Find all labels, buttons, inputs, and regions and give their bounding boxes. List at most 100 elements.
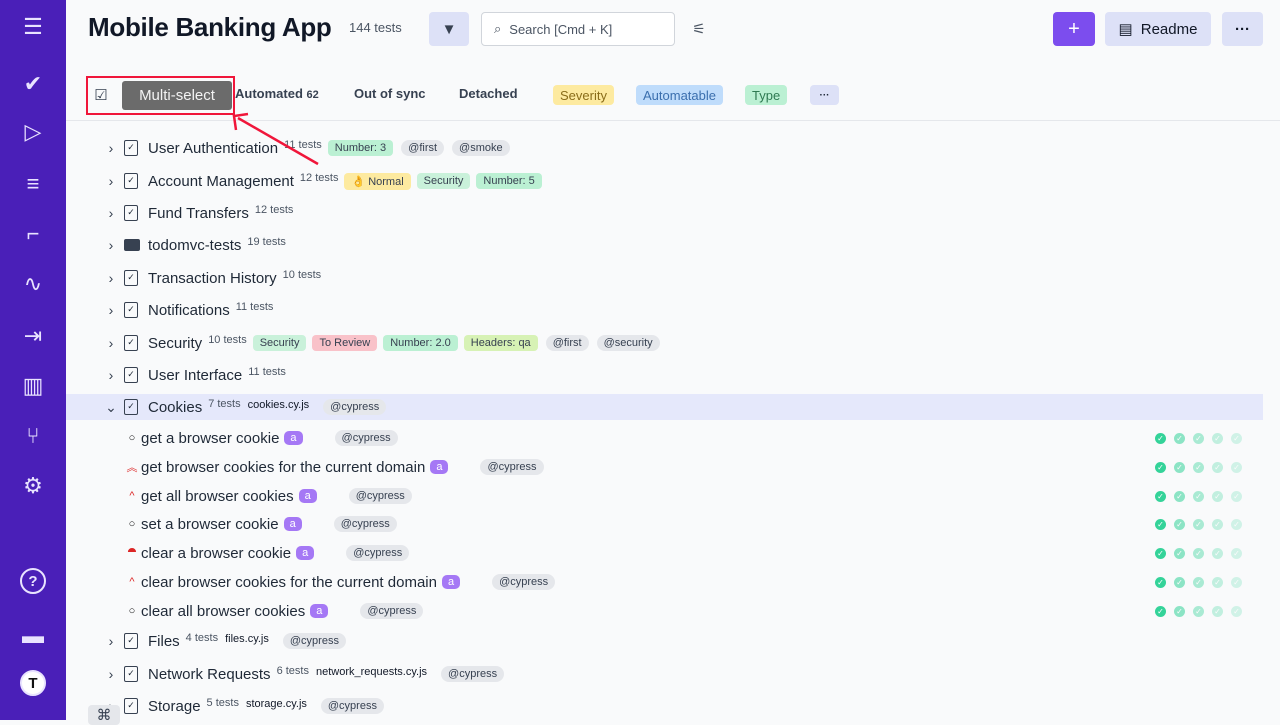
passed-check-icon[interactable]: ✓ [1231,605,1242,617]
label-tag[interactable]: To Review [312,335,378,351]
tag[interactable]: @cypress [282,633,346,649]
chevron-right-icon[interactable]: › [108,302,114,318]
passed-check-icon[interactable]: ✓ [1231,576,1242,588]
label-tag[interactable]: Security [252,335,307,351]
tag[interactable]: @cypress [320,698,384,714]
tab-out-of-sync[interactable]: Out of sync [354,86,426,101]
passed-check-icon[interactable]: ✓ [1212,518,1223,530]
suite-row[interactable]: › ✓ Network Requests 6 tests network_request… [66,661,1263,687]
passed-check-icon[interactable]: ✓ [1212,432,1223,444]
passed-check-icon[interactable]: ✓ [1212,461,1223,473]
folder-icon[interactable]: ▬ [22,623,44,648]
passed-check-icon[interactable]: ✓ [1155,490,1166,502]
passed-check-icon[interactable]: ✓ [1231,547,1242,559]
pulse-icon[interactable]: ∿ [23,271,43,296]
multi-select-icon[interactable]: ☑ [94,87,108,104]
tag[interactable]: @security [596,335,660,351]
command-icon[interactable]: ⌘ [88,705,120,725]
passed-check-icon[interactable]: ✓ [1193,432,1204,444]
suite-row[interactable]: › ✓ User Authentication 11 tests Number: 3 @f… [66,135,1263,161]
passed-check-icon[interactable]: ✓ [1174,518,1185,530]
tag[interactable]: @cypress [323,399,387,415]
tag[interactable]: @cypress [480,459,544,475]
passed-check-icon[interactable]: ✓ [1212,576,1223,588]
suite-row[interactable]: › ✓ Account Management 12 tests 👌 Normal Secu… [66,168,1263,194]
tag[interactable]: @cypress [348,488,412,504]
test-row[interactable]: ^ get all browser cookies a @cypress ✓ ✓ ✓ ✓ ✓ [66,483,1263,509]
import-icon[interactable]: ⇥ [23,323,43,348]
settings-sliders-icon[interactable]: ⚟ [692,21,706,38]
passed-check-icon[interactable]: ✓ [1231,518,1242,530]
tag[interactable]: @cypress [346,545,410,561]
tag[interactable]: @cypress [360,603,424,619]
play-icon[interactable]: ▷ [24,119,42,144]
chevron-right-icon[interactable]: › [108,140,114,156]
passed-check-icon[interactable]: ✓ [1155,605,1166,617]
chevron-right-icon[interactable]: › [108,270,114,286]
chevron-right-icon[interactable]: › [108,237,114,253]
passed-check-icon[interactable]: ✓ [1193,461,1204,473]
menu-icon[interactable]: ☰ [23,14,43,39]
passed-check-icon[interactable]: ✓ [1231,461,1242,473]
tag[interactable]: @cypress [441,666,505,682]
readme-button[interactable]: ▤ Readme [1105,12,1211,46]
label-tag[interactable]: 👌 Normal [344,172,411,190]
label-tag[interactable]: Number: 2.0 [383,335,458,351]
label-tag[interactable]: Security [416,173,471,189]
chevron-right-icon[interactable]: › [108,335,114,351]
chevron-right-icon[interactable]: › [108,367,114,383]
chevron-down-icon[interactable]: ⌄ [105,398,117,415]
passed-check-icon[interactable]: ✓ [1212,490,1223,502]
suite-row[interactable]: › ✓ Security 10 tests Security To Review Numbe… [66,330,1263,356]
tag[interactable]: @smoke [452,140,510,156]
chevron-right-icon[interactable]: › [108,666,114,682]
passed-check-icon[interactable]: ✓ [1231,432,1242,444]
chevron-right-icon[interactable]: › [108,633,114,649]
suite-row[interactable]: ⌄ ✓ Cookies 7 tests cookies.cy.js @cypress [66,394,1263,420]
list-check-icon[interactable]: ≡ [26,171,40,196]
chevron-right-icon[interactable]: › [108,205,114,221]
passed-check-icon[interactable]: ✓ [1212,605,1223,617]
tab-automated[interactable]: Automated 62 [235,86,319,101]
label-tag[interactable]: Number: 3 [327,140,394,156]
tag[interactable]: @first [545,335,589,351]
passed-check-icon[interactable]: ✓ [1155,432,1166,444]
more-button[interactable]: ··· [1222,12,1263,46]
steps-icon[interactable]: ⌐ [26,221,40,246]
tag[interactable]: @cypress [492,574,556,590]
label-tag[interactable]: Number: 5 [476,173,542,189]
passed-check-icon[interactable]: ✓ [1155,547,1166,559]
branch-icon[interactable]: ⑂ [26,423,40,448]
passed-check-icon[interactable]: ✓ [1231,490,1242,502]
passed-check-icon[interactable]: ✓ [1174,432,1185,444]
passed-check-icon[interactable]: ✓ [1193,547,1204,559]
test-row[interactable]: ○ get a browser cookie a @cypress ✓ ✓ ✓ ✓ ✓ [66,425,1263,451]
passed-check-icon[interactable]: ✓ [1174,490,1185,502]
chart-icon[interactable]: ▥ [22,373,44,398]
suite-row[interactable]: › todomvc-tests 19 tests [66,232,1263,258]
tag[interactable]: @first [401,140,445,156]
passed-check-icon[interactable]: ✓ [1193,605,1204,617]
suite-row[interactable]: › ✓ Files 4 tests files.cy.js @cypress [66,628,1263,654]
test-row[interactable]: ^ clear browser cookies for the current d… [66,569,1263,595]
passed-check-icon[interactable]: ✓ [1174,576,1185,588]
passed-check-icon[interactable]: ✓ [1212,547,1223,559]
add-button[interactable]: + [1053,12,1095,46]
passed-check-icon[interactable]: ✓ [1174,461,1185,473]
severity-filter[interactable]: Severity [553,85,614,105]
passed-check-icon[interactable]: ✓ [1155,576,1166,588]
filter-button[interactable]: ▼ [429,12,469,46]
label-tag[interactable]: Headers: qa [463,335,538,351]
passed-check-icon[interactable]: ✓ [1155,461,1166,473]
suite-row[interactable]: › ✓ Fund Transfers 12 tests [66,200,1263,226]
passed-check-icon[interactable]: ✓ [1174,547,1185,559]
tag[interactable]: @cypress [333,516,397,532]
check-icon[interactable]: ✔ [23,71,43,96]
chevron-right-icon[interactable]: › [108,173,114,189]
test-row[interactable]: ⯊ clear a browser cookie a @cypress ✓ ✓ ✓ ✓ ✓ [66,540,1263,566]
search-input[interactable]: ⌕ Search [Cmd + K] [481,12,675,46]
more-filters-button[interactable]: ··· [810,85,839,105]
test-row[interactable]: ○ set a browser cookie a @cypress ✓ ✓ ✓ ✓ ✓ [66,511,1263,537]
type-filter[interactable]: Type [745,85,788,105]
avatar-icon[interactable]: T [20,670,46,696]
